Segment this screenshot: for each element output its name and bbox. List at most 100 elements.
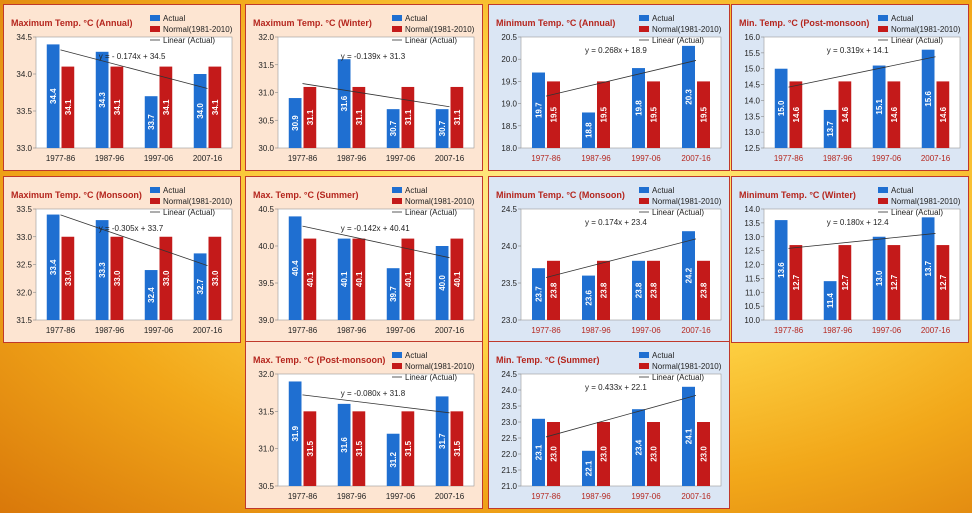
- x-tick-label: 1997-06: [872, 154, 902, 163]
- y-tick-label: 31.0: [258, 89, 274, 98]
- trend-line: [302, 225, 450, 259]
- legend-actual-label: Actual: [163, 186, 185, 195]
- chart-max-winter: Maximum Temp. °C (Winter) 30.0 30.5 31.0 31.…: [245, 4, 483, 171]
- trend-line: [788, 56, 936, 88]
- data-label: 34.4: [49, 88, 58, 104]
- bar-normal: [352, 86, 366, 148]
- data-label: 31.9: [291, 425, 300, 441]
- legend-normal-swatch: [392, 26, 402, 32]
- x-tick-label: 1977-86: [46, 326, 76, 335]
- bar-normal: [303, 238, 317, 320]
- bar-normal: [647, 81, 660, 148]
- bar-actual: [288, 216, 302, 320]
- trend-equation: y = 0.433x + 22.1: [585, 383, 647, 392]
- data-label: 40.4: [291, 260, 300, 276]
- y-tick-label: 40.0: [258, 242, 274, 251]
- legend-actual-swatch: [150, 187, 160, 193]
- data-label: 13.7: [924, 260, 933, 276]
- data-label: 30.9: [291, 115, 300, 131]
- data-label: 23.4: [635, 439, 644, 455]
- legend-trend-label: Linear (Actual): [163, 36, 215, 45]
- legend-normal-swatch: [639, 363, 649, 369]
- data-label: 13.6: [777, 262, 786, 278]
- data-label: 23.7: [535, 286, 544, 302]
- x-tick-label: 2007-16: [193, 326, 223, 335]
- legend-actual-label: Actual: [652, 186, 674, 195]
- bar-normal: [352, 411, 366, 486]
- chart-title: Minimum Temp. °C (Monsoon): [496, 190, 625, 200]
- y-tick-label: 14.0: [744, 96, 760, 105]
- bar-normal: [450, 86, 464, 148]
- legend-actual-swatch: [392, 352, 402, 358]
- data-label: 31.5: [453, 440, 462, 456]
- data-label: 32.7: [196, 278, 205, 294]
- bar-actual: [386, 109, 400, 148]
- bar-normal: [936, 81, 950, 148]
- chart-min-annual: Minimum Temp. °C (Annual) 18.0 18.5 19.0 19.…: [488, 4, 730, 171]
- chart-svg: Max. Temp. °C (Post-monsoon) 30.5 31.0 31.5…: [253, 351, 475, 501]
- x-tick-label: 1977-86: [531, 154, 561, 163]
- y-tick-label: 14.0: [744, 205, 760, 214]
- data-label: 33.3: [98, 262, 107, 278]
- y-tick-label: 12.5: [744, 247, 760, 256]
- trend-equation: y = 0.174x + 23.4: [585, 218, 647, 227]
- y-tick-label: 23.0: [501, 418, 517, 427]
- bar-actual: [682, 45, 695, 148]
- trend-equation: y = 0.268x + 18.9: [585, 46, 647, 55]
- x-tick-label: 1987-96: [581, 154, 611, 163]
- legend-normal-label: Normal(1981-2010): [405, 197, 475, 206]
- chart-min-winter: Minimum Temp. °C (Winter) 10.0 10.5 11.0 11.…: [731, 176, 969, 343]
- data-label: 13.0: [875, 270, 884, 286]
- chart-title: Min. Temp. °C (Post-monsoon): [739, 18, 869, 28]
- legend-trend-label: Linear (Actual): [891, 208, 943, 217]
- x-tick-label: 1997-06: [872, 326, 902, 335]
- data-label: 15.6: [924, 91, 933, 107]
- legend-actual-label: Actual: [405, 186, 427, 195]
- data-label: 34.3: [98, 92, 107, 108]
- x-tick-label: 1987-96: [337, 326, 367, 335]
- data-label: 40.1: [404, 271, 413, 287]
- x-tick-label: 2007-16: [681, 326, 711, 335]
- data-label: 23.8: [550, 282, 559, 298]
- chart-title: Max. Temp. °C (Summer): [253, 190, 358, 200]
- data-label: 34.1: [211, 99, 220, 115]
- bar-normal: [401, 411, 415, 486]
- legend-trend-label: Linear (Actual): [652, 373, 704, 382]
- data-label: 31.6: [340, 437, 349, 453]
- data-label: 33.0: [113, 270, 122, 286]
- y-tick-label: 31.5: [258, 61, 274, 70]
- y-tick-label: 30.5: [258, 482, 274, 491]
- legend-trend-label: Linear (Actual): [405, 36, 457, 45]
- data-label: 40.1: [355, 271, 364, 287]
- y-tick-label: 33.5: [16, 205, 32, 214]
- bar-normal: [887, 81, 901, 148]
- legend-actual-label: Actual: [891, 186, 913, 195]
- bar-normal: [887, 245, 901, 320]
- bar-normal: [208, 66, 222, 148]
- bar-normal: [401, 238, 415, 320]
- bar-actual: [95, 220, 109, 320]
- y-tick-label: 20.5: [501, 33, 517, 42]
- chart-title: Min. Temp. °C (Summer): [496, 355, 599, 365]
- bar-actual: [46, 214, 60, 320]
- y-tick-label: 40.5: [258, 205, 274, 214]
- y-tick-label: 10.5: [744, 302, 760, 311]
- x-tick-label: 2007-16: [921, 326, 951, 335]
- x-tick-label: 1987-96: [823, 326, 853, 335]
- y-tick-label: 24.0: [501, 386, 517, 395]
- chart-svg: Maximum Temp. °C (Monsoon) 31.5 32.0 32.5 33…: [11, 186, 233, 335]
- data-label: 40.1: [306, 271, 315, 287]
- data-label: 12.7: [792, 274, 801, 290]
- legend-normal-swatch: [392, 198, 402, 204]
- legend-trend-label: Linear (Actual): [163, 208, 215, 217]
- x-tick-label: 1977-86: [46, 154, 76, 163]
- y-tick-label: 13.5: [744, 112, 760, 121]
- legend-normal-label: Normal(1981-2010): [405, 362, 475, 371]
- bar-normal: [208, 236, 222, 320]
- x-tick-label: 2007-16: [193, 154, 223, 163]
- trend-equation: y = 0.319x + 14.1: [827, 46, 889, 55]
- bar-normal: [597, 81, 610, 148]
- y-tick-label: 39.5: [258, 279, 274, 288]
- chart-min-postmonsoon: Min. Temp. °C (Post-monsoon) 12.5 13.0 13.5…: [731, 4, 969, 171]
- legend-trend-label: Linear (Actual): [652, 208, 704, 217]
